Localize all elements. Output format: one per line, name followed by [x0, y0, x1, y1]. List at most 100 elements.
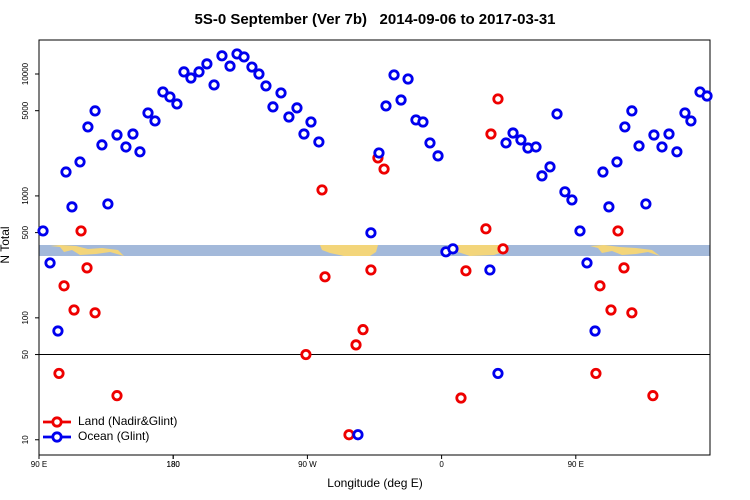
x-tick-label: 90 E [31, 460, 47, 469]
point [492, 367, 504, 380]
point [402, 73, 414, 85]
point [590, 367, 602, 380]
legend-label: Ocean (Glint) [78, 429, 149, 443]
point [551, 108, 563, 120]
point [447, 243, 459, 255]
map-strip [39, 245, 710, 256]
point [507, 127, 519, 139]
point [216, 50, 228, 62]
y-axis-label: N Total [0, 226, 12, 263]
point [224, 60, 236, 72]
point [350, 339, 362, 351]
point [640, 198, 652, 210]
point [111, 129, 123, 141]
point [484, 264, 496, 276]
point [605, 304, 617, 316]
point [60, 166, 72, 178]
point [313, 136, 325, 148]
point [44, 257, 56, 269]
point [142, 107, 154, 119]
point [319, 271, 331, 283]
point [89, 307, 101, 319]
point [134, 146, 146, 158]
point [246, 61, 258, 73]
point [544, 161, 556, 173]
point [424, 137, 436, 149]
point [611, 156, 623, 168]
point [378, 163, 390, 175]
legend-marker [51, 431, 63, 443]
point [52, 325, 64, 337]
point [164, 91, 176, 103]
point [417, 116, 429, 128]
point [603, 201, 615, 213]
point [343, 429, 355, 441]
point [679, 107, 691, 119]
point [238, 51, 250, 63]
point [626, 307, 638, 319]
point [260, 80, 272, 92]
x-tick-label: 90 W [298, 460, 317, 469]
point [618, 262, 630, 274]
point [157, 86, 169, 98]
point [66, 201, 78, 213]
point [589, 325, 601, 337]
point [365, 264, 377, 276]
point [633, 140, 645, 152]
point [594, 280, 606, 292]
y-tick-label: 500 [21, 225, 30, 239]
point [81, 262, 93, 274]
point [388, 69, 400, 81]
point [373, 147, 385, 159]
point [492, 93, 504, 105]
point [626, 105, 638, 117]
point [365, 227, 377, 239]
point [663, 128, 675, 140]
point [127, 128, 139, 140]
point [701, 90, 713, 102]
y-tick-label: 5000 [21, 101, 30, 119]
point [559, 186, 571, 198]
point [37, 225, 49, 237]
point [685, 115, 697, 127]
point [380, 100, 392, 112]
point [58, 280, 70, 292]
x-axis-label: Longitude (deg E) [327, 476, 422, 490]
point [291, 102, 303, 114]
y-tick-label: 1000 [21, 186, 30, 204]
point [648, 129, 660, 141]
point [283, 111, 295, 123]
point [455, 392, 467, 404]
point [647, 390, 659, 402]
point [193, 66, 205, 78]
point [515, 134, 527, 146]
point [485, 128, 497, 140]
point [111, 390, 123, 402]
legend-label: Land (Nadir&Glint) [78, 414, 177, 428]
x-tick-label: 180 [167, 460, 181, 469]
y-tick-label: 10000 [21, 62, 30, 85]
plot-frame [38, 39, 711, 456]
point [74, 156, 86, 168]
point [68, 304, 80, 316]
point [149, 115, 161, 127]
legend-marker [51, 416, 63, 428]
y-tick-label: 10 [21, 435, 30, 444]
x-tick-label: 180 [167, 460, 181, 469]
point [581, 257, 593, 269]
point [82, 121, 94, 133]
point [267, 101, 279, 113]
point [500, 137, 512, 149]
point [357, 324, 369, 336]
point [298, 128, 310, 140]
point [671, 146, 683, 158]
point [566, 194, 578, 206]
point [275, 87, 287, 99]
point [460, 265, 472, 277]
point [619, 121, 631, 133]
point [89, 105, 101, 117]
chart-title: 5S-0 September (Ver 7b) 2014-09-06 to 20… [194, 11, 555, 28]
point [208, 79, 220, 91]
